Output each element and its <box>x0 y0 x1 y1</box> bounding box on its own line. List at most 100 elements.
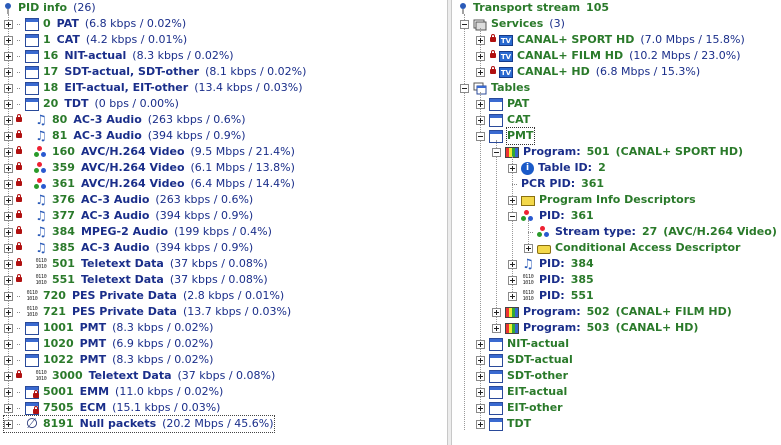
pid-row[interactable]: 0110 1010 501 Teletext Data (37 kbps / 0.08%… <box>4 256 268 272</box>
pid-row[interactable]: 16 NIT-actual (8.3 kbps / 0.02%) <box>4 48 234 64</box>
expand-toggle[interactable] <box>460 83 469 93</box>
expand-toggle[interactable] <box>476 419 485 429</box>
pid-row[interactable]: 0110 1010 3000 Teletext Data (37 kbps / 0.08… <box>4 368 275 384</box>
pid-row[interactable]: 1001 PMT (8.3 kbps / 0.02%) <box>4 320 213 336</box>
table-row[interactable]: SDT-other <box>476 368 574 384</box>
table-id-row[interactable]: i Table ID: 2 <box>508 160 612 176</box>
pid-info-header[interactable]: PID info (26) <box>2 0 96 16</box>
expand-toggle[interactable] <box>476 115 485 125</box>
service-row[interactable]: TV CANAL+ SPORT HD (7.0 Mbps / 15.8%) <box>476 32 745 48</box>
expand-toggle[interactable] <box>4 35 13 45</box>
pid-row[interactable]: ♫ 80 AC-3 Audio (263 kbps / 0.6%) <box>4 112 246 128</box>
expand-toggle[interactable] <box>492 307 501 317</box>
expand-toggle[interactable] <box>476 355 485 365</box>
table-pat[interactable]: PAT <box>476 96 535 112</box>
expand-toggle[interactable] <box>476 387 485 397</box>
expand-toggle[interactable] <box>4 227 13 237</box>
tables-node[interactable]: Tables <box>460 80 530 96</box>
expand-toggle[interactable] <box>4 323 13 333</box>
services-node[interactable]: Services (3) <box>460 16 565 32</box>
service-row[interactable]: TV CANAL+ FILM HD (10.2 Mbps / 23.0%) <box>476 48 741 64</box>
pane-splitter[interactable] <box>447 0 452 445</box>
pid-row[interactable]: ♫ 385 AC-3 Audio (394 kbps / 0.9%) <box>4 240 253 256</box>
expand-toggle[interactable] <box>4 387 13 397</box>
expand-toggle[interactable] <box>460 19 469 29</box>
expand-toggle[interactable] <box>4 291 13 301</box>
stream-type-row[interactable]: Stream type: 27 (AVC/H.264 Video) <box>524 224 781 240</box>
es-pid-row[interactable]: PID: 361 <box>508 208 600 224</box>
service-row[interactable]: TV CANAL+ HD (6.8 Mbps / 15.3%) <box>476 64 700 80</box>
expand-toggle[interactable] <box>4 355 13 365</box>
pcr-pid-row[interactable]: PCR PID: 361 <box>508 176 610 192</box>
pid-row[interactable]: 18 EIT-actual, EIT-other (13.4 kbps / 0.03… <box>4 80 302 96</box>
expand-toggle[interactable] <box>4 19 13 29</box>
pid-row[interactable]: 0110 1010 721 PES Private Data (13.7 kbps / … <box>4 304 291 320</box>
pid-row[interactable]: ♫ 376 AC-3 Audio (263 kbps / 0.6%) <box>4 192 253 208</box>
expand-toggle[interactable] <box>4 67 13 77</box>
program-row[interactable]: Program: 501 (CANAL+ SPORT HD) <box>492 144 749 160</box>
es-pid-row[interactable]: ♫ PID: 384 <box>508 256 600 272</box>
expand-toggle[interactable] <box>4 147 13 157</box>
expand-toggle[interactable] <box>4 259 13 269</box>
pid-row[interactable]: 0110 1010 551 Teletext Data (37 kbps / 0.08%… <box>4 272 268 288</box>
pid-row[interactable]: ♫ 384 MPEG-2 Audio (199 kbps / 0.4%) <box>4 224 272 240</box>
table-row[interactable]: EIT-actual <box>476 384 573 400</box>
table-cat[interactable]: CAT <box>476 112 536 128</box>
table-row[interactable]: NIT-actual <box>476 336 575 352</box>
expand-toggle[interactable] <box>4 179 13 189</box>
expand-toggle[interactable] <box>476 67 485 77</box>
expand-toggle[interactable] <box>476 339 485 349</box>
expand-toggle[interactable] <box>4 419 13 429</box>
expand-toggle[interactable] <box>4 339 13 349</box>
expand-toggle[interactable] <box>476 131 485 141</box>
pid-row[interactable]: 361 AVC/H.264 Video (6.4 Mbps / 14.4%) <box>4 176 295 192</box>
pid-info-pane[interactable]: PID info (26) 0 PAT (6.8 kbps / 0.02%) 1 CAT… <box>0 0 447 445</box>
expand-toggle[interactable] <box>4 211 13 221</box>
expand-toggle[interactable] <box>4 163 13 173</box>
expand-toggle[interactable] <box>4 131 13 141</box>
table-row[interactable]: EIT-other <box>476 400 569 416</box>
pid-row[interactable]: 5001 EMM (11.0 kbps / 0.02%) <box>4 384 223 400</box>
table-row[interactable]: TDT <box>476 416 537 432</box>
expand-toggle[interactable] <box>508 211 517 221</box>
expand-toggle[interactable] <box>4 115 13 125</box>
expand-toggle[interactable] <box>476 99 485 109</box>
expand-toggle[interactable] <box>4 403 13 413</box>
expand-toggle[interactable] <box>476 403 485 413</box>
pid-row[interactable]: 1 CAT (4.2 kbps / 0.01%) <box>4 32 187 48</box>
pid-row[interactable]: 1020 PMT (6.9 kbps / 0.02%) <box>4 336 213 352</box>
expand-toggle[interactable] <box>476 371 485 381</box>
expand-toggle[interactable] <box>508 275 517 285</box>
expand-toggle[interactable] <box>492 323 501 333</box>
es-pid-row[interactable]: 0110 1010 PID: 385 <box>508 272 600 288</box>
conditional-access-descriptor-row[interactable]: Conditional Access Descriptor <box>524 240 746 256</box>
table-row[interactable]: SDT-actual <box>476 352 579 368</box>
pid-row[interactable]: 7505 ECM (15.1 kbps / 0.03%) <box>4 400 220 416</box>
pid-row[interactable]: 0110 1010 720 PES Private Data (2.8 kbps / 0… <box>4 288 284 304</box>
expand-toggle[interactable] <box>492 147 501 157</box>
program-row[interactable]: Program: 502 (CANAL+ FILM HD) <box>492 304 738 320</box>
expand-toggle[interactable] <box>4 307 13 317</box>
pid-row[interactable]: ♫ 377 AC-3 Audio (394 kbps / 0.9%) <box>4 208 253 224</box>
expand-toggle[interactable] <box>4 99 13 109</box>
program-row[interactable]: Program: 503 (CANAL+ HD) <box>492 320 704 336</box>
transport-stream-pane[interactable]: Transport stream 105 Services (3) TV CANAL+… <box>452 0 781 445</box>
pid-row[interactable]: 17 SDT-actual, SDT-other (8.1 kbps / 0.02%… <box>4 64 306 80</box>
expand-toggle[interactable] <box>4 195 13 205</box>
pid-row[interactable]: 0 PAT (6.8 kbps / 0.02%) <box>4 16 186 32</box>
pid-row[interactable]: 359 AVC/H.264 Video (6.1 Mbps / 13.8%) <box>4 160 295 176</box>
pid-row[interactable]: ♫ 81 AC-3 Audio (394 kbps / 0.9%) <box>4 128 246 144</box>
pid-row[interactable]: 1022 PMT (8.3 kbps / 0.02%) <box>4 352 213 368</box>
expand-toggle[interactable] <box>508 195 517 205</box>
program-info-descriptors-row[interactable]: Program Info Descriptors <box>508 192 702 208</box>
table-pmt[interactable]: PMT <box>476 127 540 145</box>
expand-toggle[interactable] <box>4 371 13 381</box>
expand-toggle[interactable] <box>508 163 517 173</box>
expand-toggle[interactable] <box>4 243 13 253</box>
expand-toggle[interactable] <box>4 83 13 93</box>
expand-toggle[interactable] <box>508 291 517 301</box>
expand-toggle[interactable] <box>4 275 13 285</box>
transport-stream-header[interactable]: Transport stream 105 <box>457 0 615 16</box>
pid-row[interactable]: 20 TDT (0 bps / 0.00%) <box>4 96 179 112</box>
expand-toggle[interactable] <box>476 35 485 45</box>
